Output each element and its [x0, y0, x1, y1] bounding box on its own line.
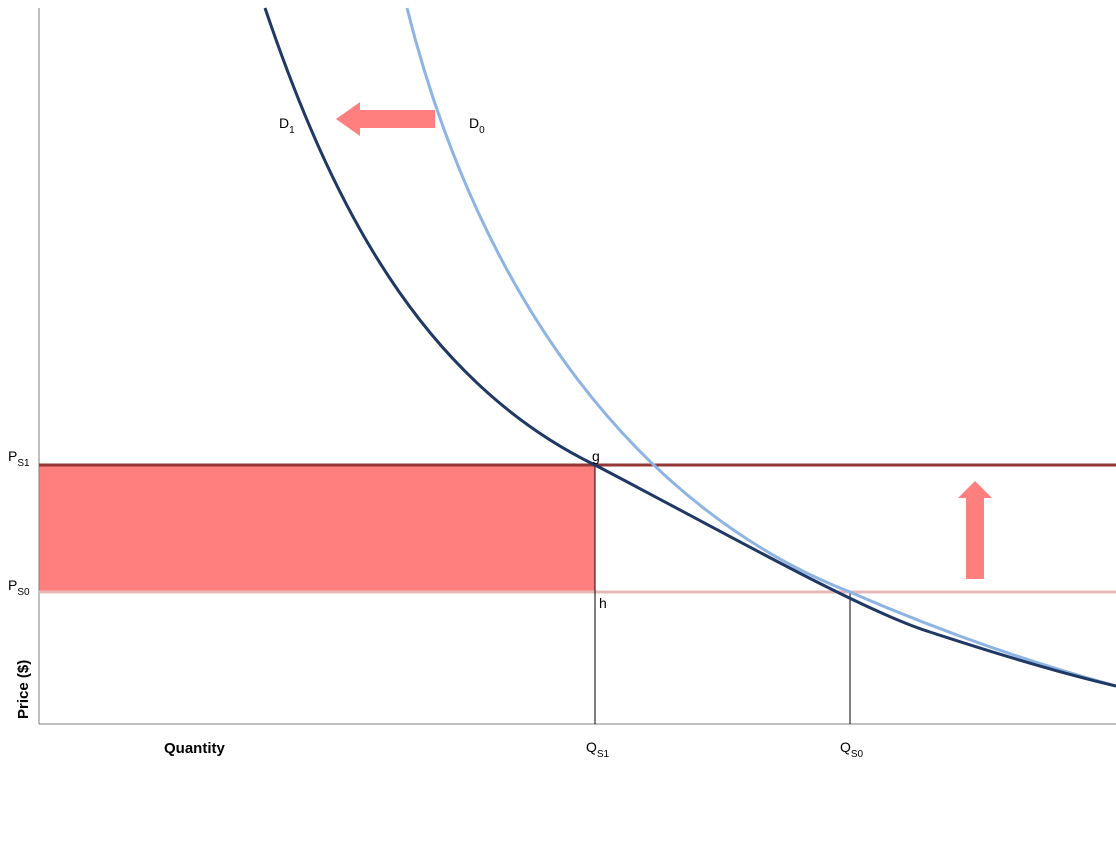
demand-curve-d0	[405, 7, 1116, 688]
y-axis-title: Price ($)	[15, 660, 32, 719]
ps0-label: PS0	[8, 577, 30, 598]
d0-label: D0	[469, 115, 485, 136]
demand-shift-arrow	[336, 102, 435, 136]
point-h-label: h	[599, 595, 607, 611]
qs0-label: QS0	[840, 739, 864, 760]
d1-label: D1	[279, 115, 295, 136]
demand-curve-d1	[263, 7, 1116, 688]
price-shift-arrow	[958, 481, 992, 579]
ps1-label: PS1	[8, 448, 30, 469]
shaded-area	[39, 465, 595, 592]
x-axis-title: Quantity	[164, 740, 225, 757]
point-g-label: g	[592, 448, 600, 464]
qs1-label: QS1	[586, 739, 610, 760]
